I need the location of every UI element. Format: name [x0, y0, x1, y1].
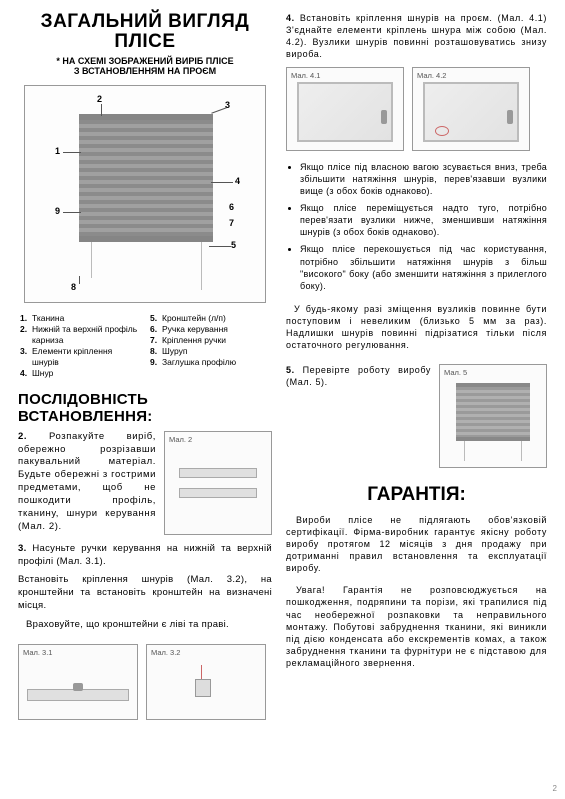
step-3c: Враховуйте, що кронштейни є ліві та прав… — [18, 619, 272, 632]
blind-graphic — [79, 114, 213, 242]
figure-2-label: Мал. 2 — [169, 435, 192, 444]
callout-2: 2 — [97, 94, 102, 104]
legend-item: 6.Ручка керування — [150, 324, 270, 335]
legend-item: 2.Нижній та верхній профіль карниза — [20, 324, 140, 346]
subtitle: * НА СХЕМІ ЗОБРАЖЕНИЙ ВИРІБ ПЛІСЕ З ВСТА… — [18, 56, 272, 77]
figure-5: Мал. 5 — [439, 364, 547, 468]
subtitle-line-2: З ВСТАНОВЛЕННЯМ НА ПРОЄМ — [18, 66, 272, 76]
figure-4-1-label: Мал. 4.1 — [291, 71, 320, 80]
legend-item: 8.Шуруп — [150, 346, 270, 357]
figure-5-label: Мал. 5 — [444, 368, 467, 377]
adjustment-bullets: Якщо плісе під власною вагою зсувається … — [286, 161, 547, 297]
legend-item: 4.Шнур — [20, 368, 140, 379]
bullet-item: Якщо плісе під власною вагою зсувається … — [300, 161, 547, 197]
overview-diagram: 1 2 3 4 5 6 7 8 9 — [24, 85, 266, 303]
callout-7: 7 — [229, 218, 234, 228]
installation-heading: ПОСЛІДОВНІСТЬ ВСТАНОВЛЕННЯ: — [18, 391, 272, 425]
callout-4: 4 — [235, 176, 240, 186]
figure-4-2-label: Мал. 4.2 — [417, 71, 446, 80]
legend-col-a: 1.Тканина 2.Нижній та верхній профіль ка… — [20, 313, 140, 379]
main-title: ЗАГАЛЬНИЙ ВИГЛЯД ПЛІСЕ — [18, 12, 272, 52]
figure-4-2: Мал. 4.2 — [412, 67, 530, 151]
page-number: 2 — [553, 784, 557, 793]
figure-3-1-label: Мал. 3.1 — [23, 648, 52, 657]
step-2-text: 2. Розпакуйте виріб, обережно розрізавши… — [18, 431, 156, 535]
adjustment-note: У будь-якому разі зміщення вузликів пови… — [286, 303, 547, 352]
callout-5: 5 — [231, 240, 236, 250]
figure-3-2: Мал. 3.2 — [146, 644, 266, 720]
step-4-text: 4. Встановіть кріплення шнурів на проєм.… — [286, 12, 547, 61]
figure-3-1: Мал. 3.1 — [18, 644, 138, 720]
figure-3-2-label: Мал. 3.2 — [151, 648, 180, 657]
step-5-text: 5. Перевірте роботу виробу (Мал. 5). — [286, 364, 431, 388]
callout-1: 1 — [55, 146, 60, 156]
legend-item: 5.Кронштейн (л/п) — [150, 313, 270, 324]
warranty-p2: Увага! Гарантія не розповсюджується на п… — [286, 584, 547, 669]
step-3b: Встановіть кріплення шнурів (Мал. 3.2), … — [18, 574, 272, 612]
cord-right — [201, 242, 202, 290]
warranty-p1: Вироби плісе не підлягають обов'язковій … — [286, 514, 547, 575]
legend-item: 7.Кріплення ручки — [150, 335, 270, 346]
callout-8: 8 — [71, 282, 76, 292]
legend-col-b: 5.Кронштейн (л/п) 6.Ручка керування 7.Кр… — [150, 313, 270, 379]
legend-item: 9.Заглушка профілю — [150, 357, 270, 368]
legend-item: 1.Тканина — [20, 313, 140, 324]
warranty-heading: ГАРАНТІЯ: — [286, 484, 547, 506]
step-3a: 3. Насуньте ручки керування на нижній та… — [18, 543, 272, 569]
figure-4-1: Мал. 4.1 — [286, 67, 404, 151]
legend: 1.Тканина 2.Нижній та верхній профіль ка… — [18, 313, 272, 379]
cord-left — [91, 242, 92, 278]
bullet-item: Якщо плісе переміщується надто туго, пот… — [300, 202, 547, 238]
callout-9: 9 — [55, 206, 60, 216]
figure-2: Мал. 2 — [164, 431, 272, 535]
callout-6: 6 — [229, 202, 234, 212]
bullet-item: Якщо плісе перекошується під час користу… — [300, 243, 547, 292]
legend-item: 3.Елементи кріплення шнурів — [20, 346, 140, 368]
subtitle-line-1: * НА СХЕМІ ЗОБРАЖЕНИЙ ВИРІБ ПЛІСЕ — [18, 56, 272, 66]
